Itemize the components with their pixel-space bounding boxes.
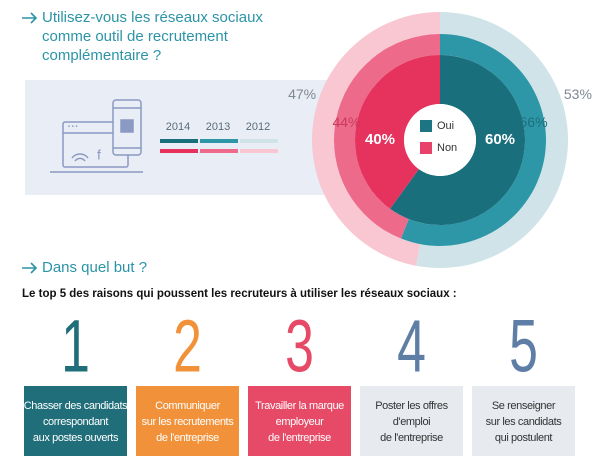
reason-text: qui postulent xyxy=(495,432,553,444)
year-bar xyxy=(240,139,278,143)
reason-box xyxy=(248,386,351,456)
reason-text: aux postes ouverts xyxy=(33,432,119,444)
reason-text: Communiquer xyxy=(155,400,220,412)
reason-text: de l'entreprise xyxy=(268,432,331,444)
reason-number: 1 xyxy=(61,304,90,387)
legend-swatch xyxy=(420,142,432,154)
reason-box xyxy=(360,386,463,456)
year-label: 2013 xyxy=(206,121,230,133)
reason-text: Travailler la marque xyxy=(255,400,344,412)
device-icons: f • • • xyxy=(50,99,143,173)
reason-text: de l'entreprise xyxy=(156,432,219,444)
reason-text: de l'entreprise xyxy=(380,432,443,444)
year-label: 2012 xyxy=(246,121,270,133)
question: Utilisez-vous les réseaux sociaux comme … xyxy=(42,9,267,64)
svg-text:• • •: • • • xyxy=(68,125,78,131)
reason-text: Se renseigner xyxy=(492,400,556,412)
year-label: 2014 xyxy=(166,121,190,133)
section-heading: Dans quel but ? xyxy=(42,259,147,276)
reason-box xyxy=(472,386,575,456)
reason-text: sur les recrutements xyxy=(142,416,235,428)
reason-text: Poster les offres xyxy=(375,400,448,412)
ring-segment xyxy=(400,34,546,246)
value-label: 47% xyxy=(288,86,316,102)
reason-text: d'emploi xyxy=(393,416,430,428)
year-bar xyxy=(200,139,238,143)
reason-number: 2 xyxy=(173,304,202,387)
ring-segment xyxy=(355,55,440,209)
reason-text: sur les candidats xyxy=(486,416,563,428)
reason-number: 4 xyxy=(397,304,426,387)
year-bar xyxy=(160,139,198,143)
arrow xyxy=(22,12,38,24)
reason-number: 5 xyxy=(509,304,538,387)
reason-box xyxy=(136,386,239,456)
value-label: 53% xyxy=(564,86,592,102)
legend-label: Non xyxy=(437,142,457,154)
donut-hole xyxy=(404,104,476,176)
reason-box xyxy=(24,386,127,456)
ring-segment xyxy=(390,55,525,225)
ring-segment xyxy=(334,34,440,239)
reason-text: employeur xyxy=(276,416,324,428)
reason-text: correspondant xyxy=(43,416,108,428)
year-bar xyxy=(200,149,238,153)
section-subtitle: Le top 5 des raisons qui poussent les re… xyxy=(22,288,457,300)
reason-number: 3 xyxy=(285,304,314,387)
legend-label: Oui xyxy=(437,120,454,132)
reason-text: Chasser des candidats xyxy=(24,400,128,412)
value-label: 40% xyxy=(365,131,395,148)
ring-segment xyxy=(312,12,440,266)
year-bar xyxy=(160,149,198,153)
arrow xyxy=(22,262,38,274)
value-label: 44% xyxy=(332,114,360,130)
ring-segment xyxy=(416,12,568,268)
value-label: 56% xyxy=(520,114,548,130)
svg-text:f: f xyxy=(97,147,101,163)
year-bar xyxy=(240,149,278,153)
value-label: 60% xyxy=(485,131,515,148)
legend-swatch xyxy=(420,120,432,132)
